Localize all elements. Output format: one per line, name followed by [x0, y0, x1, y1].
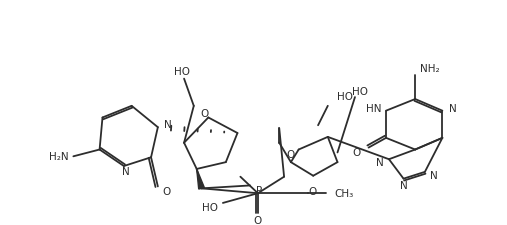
Text: HO: HO: [338, 92, 353, 102]
Text: O: O: [163, 187, 171, 196]
Text: O: O: [308, 187, 316, 196]
Text: N: N: [122, 166, 130, 176]
Text: CH₃: CH₃: [335, 188, 354, 198]
Text: N: N: [449, 103, 457, 113]
Text: HN: HN: [366, 103, 381, 113]
Polygon shape: [197, 169, 204, 189]
Text: HO: HO: [174, 67, 190, 76]
Text: O: O: [200, 108, 208, 118]
Text: N: N: [430, 170, 438, 180]
Text: P: P: [256, 185, 262, 196]
Text: O: O: [254, 216, 262, 225]
Text: N: N: [164, 120, 171, 130]
Text: O: O: [286, 150, 295, 160]
Text: N: N: [400, 181, 408, 191]
Text: H₂N: H₂N: [49, 152, 68, 162]
Text: NH₂: NH₂: [420, 64, 440, 74]
Text: O: O: [352, 148, 361, 158]
Text: HO: HO: [352, 87, 368, 97]
Text: HO: HO: [202, 202, 218, 212]
Text: N: N: [376, 158, 384, 167]
